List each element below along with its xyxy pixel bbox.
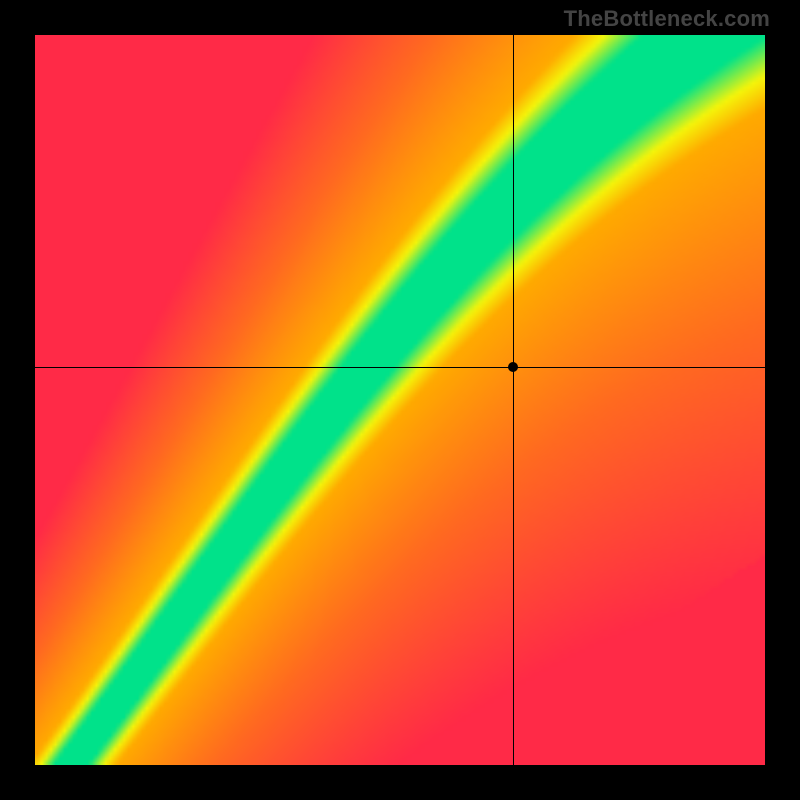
watermark-text: TheBottleneck.com [564,6,770,32]
heatmap-canvas [35,35,765,765]
crosshair-horizontal [35,367,765,368]
bottleneck-heatmap [35,35,765,765]
selection-marker-dot [508,362,518,372]
crosshair-vertical [513,35,514,765]
